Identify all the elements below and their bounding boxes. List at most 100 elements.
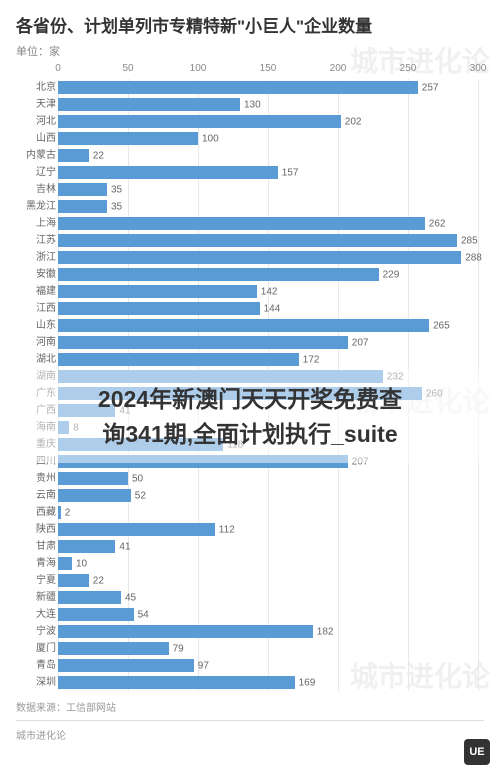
- bar-category-label: 河南: [16, 338, 56, 348]
- bar-value-label: 112: [219, 524, 235, 535]
- bar-category-label: 陕西: [16, 525, 56, 535]
- bar-fill: 262: [58, 217, 425, 230]
- bar-value-label: 202: [345, 116, 362, 127]
- bar-row: 江西144: [58, 300, 484, 317]
- bar-value-label: 288: [465, 252, 482, 263]
- bar-fill: 257: [58, 81, 418, 94]
- bar-row: 浙江288: [58, 249, 484, 266]
- bar-value-label: 8: [73, 422, 79, 433]
- bar-row: 辽宁157: [58, 164, 484, 181]
- bar-fill: 172: [58, 353, 299, 366]
- bar-row: 安徽229: [58, 266, 484, 283]
- bar-category-label: 青岛: [16, 661, 56, 671]
- x-tick-label: 0: [55, 63, 61, 74]
- bar-row: 新疆45: [58, 589, 484, 606]
- bar-category-label: 四川: [16, 457, 56, 467]
- bar-fill: 35: [58, 200, 107, 213]
- bar-fill: 54: [58, 608, 134, 621]
- bar-fill: 79: [58, 642, 169, 655]
- bar-category-label: 大连: [16, 610, 56, 620]
- bar-category-label: 吉林: [16, 185, 56, 195]
- footer-brand: 城市进化论: [16, 720, 484, 742]
- bar-fill: 35: [58, 183, 107, 196]
- bar-value-label: 45: [125, 592, 136, 603]
- bar-row: 甘肃41: [58, 538, 484, 555]
- bar-value-label: 41: [119, 405, 130, 416]
- bar-value-label: 169: [299, 677, 316, 688]
- chart-area: 050100150200250300 北京257天津130河北202山西100内…: [0, 63, 500, 691]
- bar-value-label: 100: [202, 133, 219, 144]
- bar-value-label: 35: [111, 201, 122, 212]
- bar-category-label: 广西: [16, 406, 56, 416]
- bar-category-label: 深圳: [16, 678, 56, 688]
- x-axis: 050100150200250300: [58, 63, 484, 79]
- bar-value-label: 182: [317, 626, 334, 637]
- bar-row: 江苏285: [58, 232, 484, 249]
- bar-fill: 8: [58, 421, 69, 434]
- bar-value-label: 172: [303, 354, 320, 365]
- data-source: 数据来源：工信部网站: [16, 699, 484, 714]
- bar-value-label: 285: [461, 235, 478, 246]
- bar-row: 宁波182: [58, 623, 484, 640]
- bar-category-label: 黑龙江: [16, 202, 56, 212]
- bar-value-label: 97: [198, 660, 209, 671]
- bar-fill: 130: [58, 98, 240, 111]
- chart-container: 城市进化论 城市进化论 城市进化论 各省份、计划单列市专精特新"小巨人"企业数量…: [0, 0, 500, 775]
- bar-fill: 232: [58, 370, 383, 383]
- bar-value-label: 54: [138, 609, 149, 620]
- bar-fill: 100: [58, 132, 198, 145]
- bar-row: 湖南232: [58, 368, 484, 385]
- bar-category-label: 宁夏: [16, 576, 56, 586]
- bars-region: 北京257天津130河北202山西100内蒙古22辽宁157吉林35黑龙江35上…: [58, 79, 484, 691]
- bar-value-label: 50: [132, 473, 143, 484]
- bar-value-label: 118: [227, 439, 243, 450]
- bar-category-label: 天津: [16, 100, 56, 110]
- bar-row: 海南8: [58, 419, 484, 436]
- bar-fill: 41: [58, 540, 115, 553]
- bar-row: 大连54: [58, 606, 484, 623]
- bar-row: 吉林35: [58, 181, 484, 198]
- bar-row: 上海262: [58, 215, 484, 232]
- bar-row: 天津130: [58, 96, 484, 113]
- bar-category-label: 厦门: [16, 644, 56, 654]
- bar-value-label: 22: [93, 575, 104, 586]
- bar-fill: 2: [58, 506, 61, 519]
- bar-fill: 10: [58, 557, 72, 570]
- bar-row: 西藏2: [58, 504, 484, 521]
- bar-category-label: 新疆: [16, 593, 56, 603]
- bar-value-label: 262: [429, 218, 446, 229]
- bar-value-label: 232: [387, 371, 404, 382]
- bar-value-label: 22: [93, 150, 104, 161]
- bar-value-label: 265: [433, 320, 450, 331]
- bar-fill: 41: [58, 404, 115, 417]
- bar-fill: 22: [58, 149, 89, 162]
- bar-category-label: 辽宁: [16, 168, 56, 178]
- bar-category-label: 福建: [16, 287, 56, 297]
- bar-row: 厦门79: [58, 640, 484, 657]
- bar-value-label: 52: [135, 490, 146, 501]
- bar-fill: 288: [58, 251, 461, 264]
- bar-category-label: 北京: [16, 83, 56, 93]
- bar-fill: 50: [58, 472, 128, 485]
- bar-fill: 144: [58, 302, 260, 315]
- bar-fill: 207: [58, 455, 348, 468]
- chart-footer: 数据来源：工信部网站 城市进化论: [0, 691, 500, 742]
- chart-title: 各省份、计划单列市专精特新"小巨人"企业数量: [0, 0, 500, 43]
- chart-subtitle: 单位：家: [0, 43, 500, 63]
- bar-row: 四川207: [58, 453, 484, 470]
- bar-value-label: 10: [76, 558, 87, 569]
- bar-value-label: 2: [65, 507, 71, 518]
- bar-row: 内蒙古22: [58, 147, 484, 164]
- bar-fill: 285: [58, 234, 457, 247]
- bar-category-label: 湖北: [16, 355, 56, 365]
- bar-category-label: 甘肃: [16, 542, 56, 552]
- bar-row: 陕西112: [58, 521, 484, 538]
- bar-value-label: 207: [352, 337, 369, 348]
- bar-category-label: 宁波: [16, 627, 56, 637]
- bar-category-label: 上海: [16, 219, 56, 229]
- bar-fill: 118: [58, 438, 223, 451]
- bar-category-label: 重庆: [16, 440, 56, 450]
- x-tick-label: 200: [330, 63, 347, 74]
- bar-fill: 45: [58, 591, 121, 604]
- bar-value-label: 130: [244, 99, 261, 110]
